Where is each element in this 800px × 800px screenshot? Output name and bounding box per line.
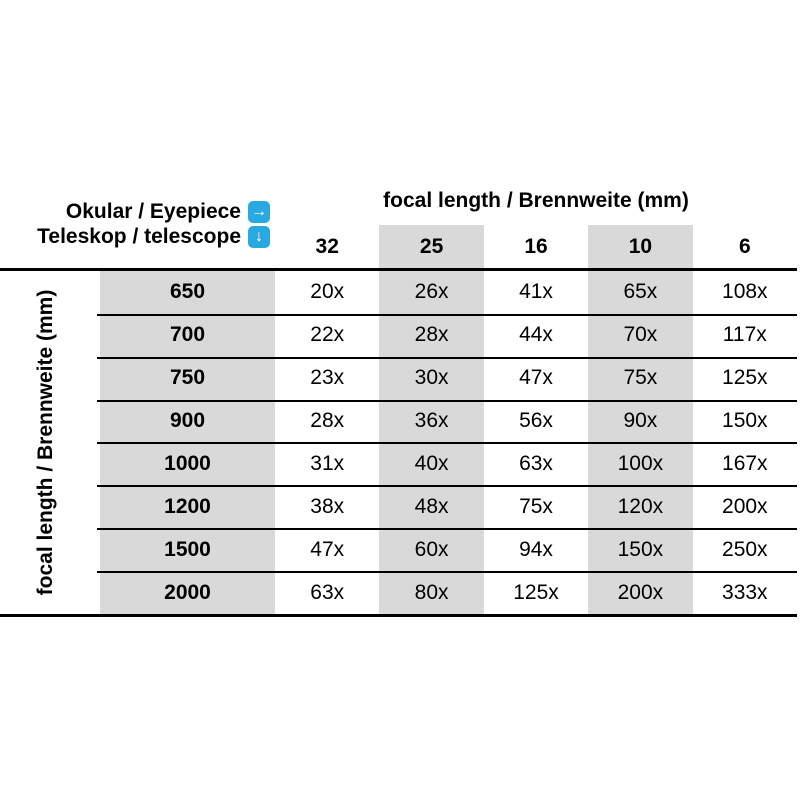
eyepiece-column-headers: 32 25 16 10 6 [275,225,797,268]
magnification-cell: 41x [519,280,553,304]
magnification-cell: 47x [519,366,553,390]
table-bottom-border [0,614,797,617]
row-header-cell: 900 [169,409,206,433]
magnification-cell: 117x [722,323,767,347]
row-header-cell: 1000 [164,451,211,475]
column-header: 32 [315,234,339,258]
magnification-cell: 40x [414,451,449,475]
magnification-cell: 125x [513,580,559,604]
row-header-cell: 2000 [164,580,211,604]
row-divider [97,485,797,487]
magnification-cell: 125x [722,366,768,390]
column-header: 25 [419,234,444,258]
column-header: 6 [738,234,751,258]
row-divider [97,314,797,316]
magnification-cell: 75x [519,494,553,518]
shaded-column-25 [379,225,484,614]
magnification-cell: 63x [310,580,345,604]
magnification-cell: 70x [623,323,658,347]
corner-header: Okular / Eyepiece → Teleskop / telescope… [0,199,270,249]
arrow-right-icon: → [248,200,270,223]
magnification-cell: 31x [310,451,345,475]
magnification-cell: 80x [414,580,449,604]
magnification-cell: 100x [617,451,664,475]
eyepiece-header-label: Okular / Eyepiece [65,199,241,223]
telescope-focal-length-axis-label: focal length / Brennweite (mm) [34,289,57,596]
magnification-cell: 36x [414,409,449,433]
table-top-border [0,268,797,271]
magnification-cell: 44x [519,323,553,347]
row-header-cell: 650 [169,280,206,304]
row-divider [97,400,797,402]
row-header-cell: 1500 [164,537,211,561]
row-divider [97,442,797,444]
eyepiece-header-line: Okular / Eyepiece → [0,199,270,224]
magnification-cell: 30x [414,366,449,390]
magnification-cell: 47x [310,537,345,561]
magnification-cell: 60x [414,537,449,561]
row-header-cell: 700 [169,323,206,347]
magnification-cell: 28x [414,323,449,347]
magnification-cell: 250x [722,537,768,561]
magnification-cell: 150x [722,409,768,433]
column-header: 16 [524,234,548,258]
row-divider [97,357,797,359]
shaded-column-10 [588,225,693,614]
telescope-header-line: Teleskop / telescope ↓ [0,224,270,249]
magnification-cell: 167x [722,451,768,475]
row-header-cell: 1200 [164,494,211,518]
magnification-cell: 200x [617,580,664,604]
magnification-cell: 28x [310,409,345,433]
telescope-header-label: Teleskop / telescope [37,224,241,248]
magnification-cell: 333x [722,580,768,604]
magnification-cell: 48x [414,494,449,518]
row-divider [97,528,797,530]
magnification-cell: 20x [310,280,345,304]
arrow-down-icon: ↓ [248,225,270,248]
magnification-cell: 22x [310,323,345,347]
row-divider [97,571,797,573]
magnification-cell: 65x [623,280,658,304]
eyepiece-focal-length-title: focal length / Brennweite (mm) [383,189,689,212]
table-body: 650 20x 26x 41x 65x 108x 700 22x 28x 44x… [100,271,797,614]
magnification-cell: 150x [617,537,664,561]
magnification-cell: 26x [414,280,449,304]
magnification-cell: 38x [310,494,345,518]
column-header: 10 [628,234,653,258]
magnification-cell: 90x [623,409,658,433]
magnification-cell: 23x [310,366,345,390]
magnification-cell: 94x [519,537,553,561]
magnification-cell: 56x [519,409,553,433]
magnification-cell: 108x [722,280,768,304]
magnification-cell: 75x [623,366,658,390]
row-header-cell: 750 [169,366,206,390]
magnification-cell: 120x [617,494,664,518]
magnification-cell: 200x [722,494,768,518]
magnification-cell: 63x [519,451,553,475]
